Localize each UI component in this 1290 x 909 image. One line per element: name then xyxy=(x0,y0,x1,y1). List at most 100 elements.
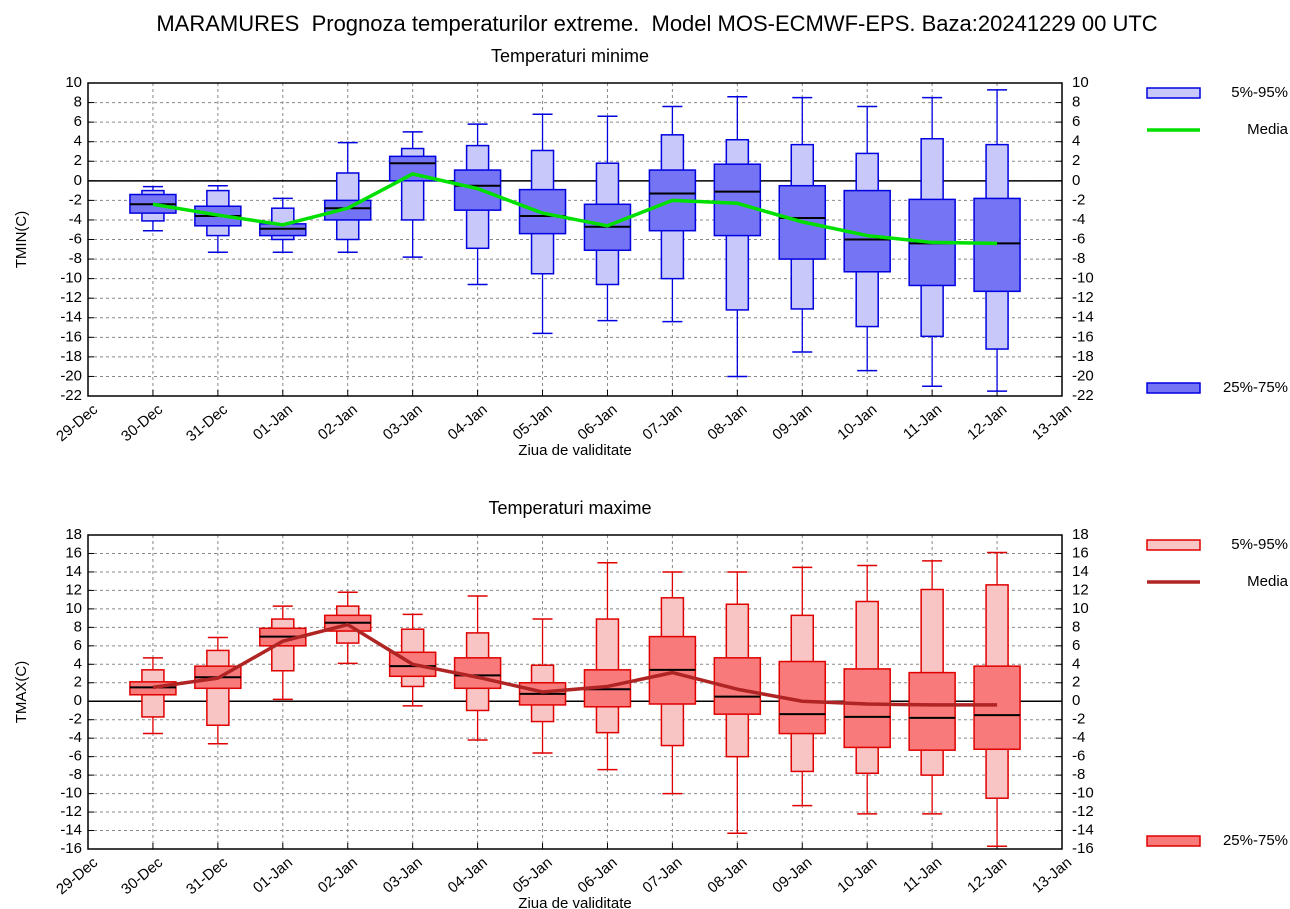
y2-tick-label: -2 xyxy=(1072,191,1085,208)
y-tick-label: -6 xyxy=(69,748,82,765)
y-tick-label: -10 xyxy=(60,270,82,287)
y2-tick-label: -4 xyxy=(1072,211,1085,228)
x-axis-label: Ziua de validitate xyxy=(518,895,631,909)
y2-tick-label: -10 xyxy=(1072,270,1094,287)
y2-tick-label: 4 xyxy=(1072,655,1080,672)
y-tick-label: 12 xyxy=(65,581,82,598)
x-tick-label: 29-Dec xyxy=(53,854,101,898)
y-tick-label: 6 xyxy=(74,637,82,654)
y-tick-label: -8 xyxy=(69,250,82,267)
plot-border xyxy=(87,534,1063,850)
y-tick-label: -20 xyxy=(60,367,82,384)
x-tick-label: 31-Dec xyxy=(183,854,231,898)
x-tick-label: 09-Jan xyxy=(769,401,815,444)
y-tick-label: -12 xyxy=(60,803,82,820)
legend-swatch xyxy=(1146,539,1201,551)
y2-tick-label: -8 xyxy=(1072,250,1085,267)
x-tick-label: 11-Jan xyxy=(900,854,945,896)
x-tick-label: 10-Jan xyxy=(834,401,880,444)
y-tick-label: 18 xyxy=(65,526,82,543)
y2-tick-label: -16 xyxy=(1072,328,1094,345)
y-tick-label: 4 xyxy=(74,133,82,150)
legend-label: 25%-75% xyxy=(1223,832,1288,849)
y2-tick-label: 6 xyxy=(1072,637,1080,654)
y2-tick-label: -22 xyxy=(1072,387,1094,404)
y-tick-label: -14 xyxy=(60,309,82,326)
y2-tick-label: -6 xyxy=(1072,230,1085,247)
x-tick-label: 13-Jan xyxy=(1029,401,1075,444)
y-tick-label: -2 xyxy=(69,191,82,208)
legend-label: 5%-95% xyxy=(1231,84,1288,101)
y-tick-label: 2 xyxy=(74,152,82,169)
y2-tick-label: -14 xyxy=(1072,309,1094,326)
y-axis-label: TMAX(C) xyxy=(13,661,30,724)
x-tick-label: 06-Jan xyxy=(575,401,621,444)
y-tick-label: 2 xyxy=(74,674,82,691)
y2-tick-label: -16 xyxy=(1072,840,1094,857)
x-tick-label: 11-Jan xyxy=(900,401,945,443)
y-tick-label: 6 xyxy=(74,113,82,130)
x-tick-label: 12-Jan xyxy=(964,854,1010,897)
x-tick-label: 07-Jan xyxy=(639,401,685,444)
y-tick-label: -2 xyxy=(69,711,82,728)
y2-tick-label: 10 xyxy=(1072,74,1089,91)
x-tick-label: 10-Jan xyxy=(834,854,880,897)
y-tick-label: 8 xyxy=(74,618,82,635)
y-tick-label: -8 xyxy=(69,766,82,783)
y-tick-label: -4 xyxy=(69,211,82,228)
main-title: MARAMURES Prognoza temperaturilor extrem… xyxy=(156,11,1157,36)
legend-swatch xyxy=(1146,87,1201,99)
legend-label: 25%-75% xyxy=(1223,379,1288,396)
legend-swatch xyxy=(1146,382,1201,394)
inner-box xyxy=(323,199,372,221)
x-tick-label: 02-Jan xyxy=(315,854,361,897)
chart-title: Temperaturi maxime xyxy=(488,498,651,518)
inner-box xyxy=(518,188,567,235)
y-axis-label: TMIN(C) xyxy=(13,211,30,268)
x-tick-label: 09-Jan xyxy=(769,854,815,897)
y2-tick-label: -10 xyxy=(1072,785,1094,802)
y-tick-label: 10 xyxy=(65,600,82,617)
inner-box xyxy=(908,671,956,751)
y-tick-label: 4 xyxy=(74,655,82,672)
y2-tick-label: -6 xyxy=(1072,748,1085,765)
x-tick-label: 07-Jan xyxy=(639,854,685,897)
legend-label: 5%-95% xyxy=(1231,536,1288,553)
y2-tick-label: 0 xyxy=(1072,172,1080,189)
x-tick-label: 30-Dec xyxy=(118,854,166,898)
x-tick-label: 29-Dec xyxy=(53,401,101,445)
x-tick-label: 08-Jan xyxy=(704,854,750,897)
y-tick-label: 0 xyxy=(74,692,82,709)
x-axis-label: Ziua de validitate xyxy=(518,442,631,459)
y-tick-label: -16 xyxy=(60,840,82,857)
y-tick-label: -4 xyxy=(69,729,82,746)
x-tick-label: 08-Jan xyxy=(704,401,750,444)
y2-tick-label: 8 xyxy=(1072,94,1080,111)
y-tick-label: -22 xyxy=(60,387,82,404)
x-tick-label: 05-Jan xyxy=(510,401,556,444)
y2-tick-label: 12 xyxy=(1072,581,1089,598)
y2-tick-label: 6 xyxy=(1072,113,1080,130)
y-tick-label: -18 xyxy=(60,348,82,365)
inner-box xyxy=(973,665,1021,751)
x-tick-label: 01-Jan xyxy=(250,401,296,444)
y-tick-label: -14 xyxy=(60,821,82,838)
y2-tick-label: -12 xyxy=(1072,289,1094,306)
y2-tick-label: 14 xyxy=(1072,563,1089,580)
y-tick-label: 0 xyxy=(74,172,82,189)
y-tick-label: 8 xyxy=(74,94,82,111)
legend-swatch xyxy=(1146,835,1201,847)
y2-tick-label: -4 xyxy=(1072,729,1085,746)
inner-box xyxy=(843,668,891,749)
y2-tick-label: 0 xyxy=(1072,692,1080,709)
y2-tick-label: 2 xyxy=(1072,152,1080,169)
y-tick-label: -6 xyxy=(69,230,82,247)
y2-tick-label: 10 xyxy=(1072,600,1089,617)
y-tick-label: 16 xyxy=(65,544,82,561)
y2-tick-label: 16 xyxy=(1072,544,1089,561)
plot-frame xyxy=(88,535,1062,849)
y-tick-label: -10 xyxy=(60,785,82,802)
mean-line xyxy=(152,622,998,707)
y2-tick-label: -12 xyxy=(1072,803,1094,820)
